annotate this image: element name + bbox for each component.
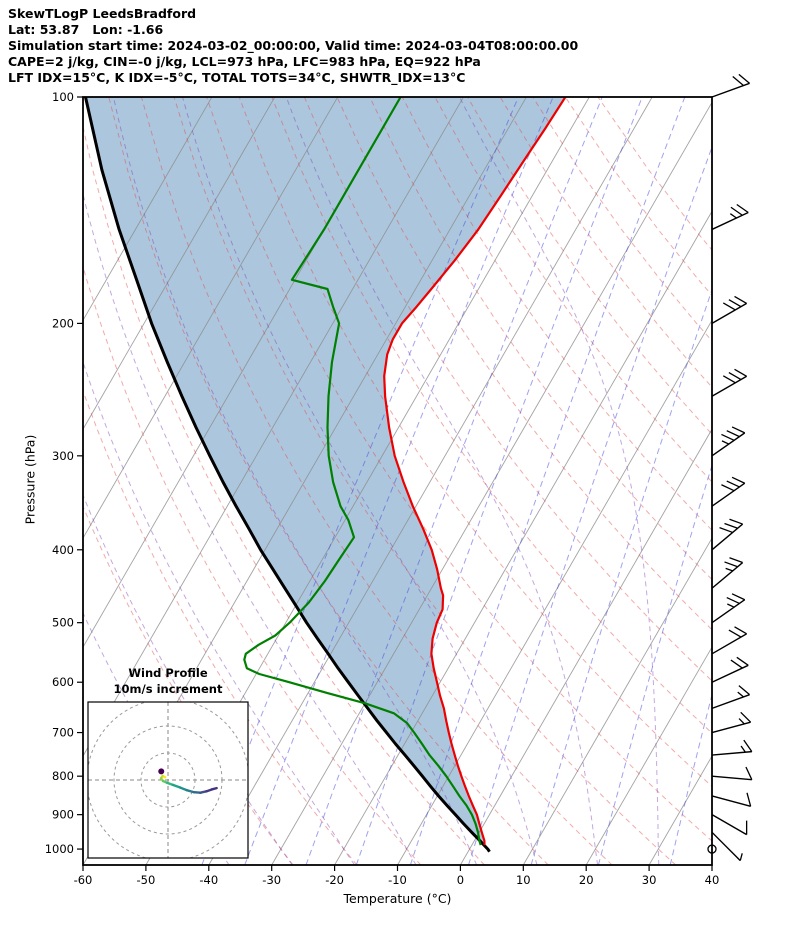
temperature-tick-label: 40	[705, 873, 720, 887]
pressure-tick-label: 600	[52, 675, 74, 689]
hodograph-inset	[87, 701, 249, 859]
y-axis-label: Pressure (hPa)	[22, 434, 38, 525]
hodograph-trace-segment	[171, 783, 182, 789]
hodograph-frame	[87, 701, 249, 859]
temperature-tick-label: -10	[388, 873, 407, 887]
temperature-tick-label: -30	[262, 873, 281, 887]
isotherms	[83, 97, 712, 865]
pressure-tick-label: 700	[52, 726, 74, 740]
temperature-tick-label: 30	[642, 873, 657, 887]
wind-barb-shaft	[711, 482, 746, 507]
mixing-ratio-lines	[201, 97, 712, 865]
parcel-curve	[84, 97, 491, 853]
dewpoint-curve	[243, 97, 482, 846]
calm-wind-icon	[707, 844, 717, 854]
simulation-times: Simulation start time: 2024-03-02_00:00:…	[8, 38, 579, 53]
dry-adiabats	[83, 97, 712, 865]
temperature-tick-label: 0	[457, 873, 464, 887]
wind-barbs	[707, 73, 753, 862]
pressure-tick-label: 800	[52, 769, 74, 783]
temperature-tick-label: -20	[325, 873, 344, 887]
pressure-tick-label: 400	[52, 543, 74, 557]
wind-barb-shaft	[711, 599, 746, 624]
pressure-tick-label: 100	[52, 90, 74, 104]
temperature-tick-label: -60	[74, 873, 93, 887]
temperature-curve	[383, 97, 567, 846]
pressure-tick-label: 900	[52, 808, 74, 822]
pressure-tick-label: 300	[52, 449, 74, 463]
wind-barb-shaft	[711, 211, 749, 231]
temperature-tick-label: 20	[579, 873, 594, 887]
hodograph-trace-segment	[210, 786, 218, 791]
instability-summary: CAPE=2 j/kg, CIN=-0 j/kg, LCL=973 hPa, L…	[8, 54, 481, 69]
wind-barb-shaft	[711, 523, 744, 551]
wind-barb-shaft	[711, 831, 741, 862]
temperature-tick-label: -40	[199, 873, 218, 887]
x-axis-label: Temperature (°C)	[343, 891, 452, 906]
hodograph-top-marker	[158, 768, 165, 775]
wind-barb-shaft	[711, 664, 749, 683]
hodograph-subtitle: 10m/s increment	[113, 682, 223, 696]
wind-barb-shaft	[711, 750, 752, 756]
pressure-tick-label: 500	[52, 616, 74, 630]
wind-barb-shaft	[711, 694, 750, 710]
wind-barb-shaft	[711, 721, 751, 734]
pressure-tick-label: 200	[52, 316, 74, 330]
hodograph-trace-segment	[178, 786, 189, 792]
wind-barb-shaft	[711, 633, 747, 655]
wind-barb-shaft	[711, 562, 744, 589]
wind-barb-shaft	[711, 814, 747, 836]
station-coordinates: Lat: 53.87 Lon: -1.66	[8, 22, 164, 37]
pressure-tick-label: 1000	[45, 842, 74, 856]
cape-shading	[85, 97, 566, 852]
temperature-tick-label: -50	[137, 873, 156, 887]
chart-title: SkewTLogP LeedsBradford	[8, 6, 197, 21]
temperature-tick-label: 10	[516, 873, 531, 887]
wind-barb-shaft	[711, 82, 750, 98]
hodograph-speed-ring	[140, 752, 196, 808]
wind-barb-shaft	[711, 775, 752, 781]
hodograph-speed-ring	[113, 725, 223, 835]
hodograph-title: Wind Profile	[128, 666, 208, 680]
wind-barb-shaft	[711, 795, 751, 808]
stability-indices: LFT IDX=15°C, K IDX=-5°C, TOTAL TOTS=34°…	[8, 70, 466, 85]
